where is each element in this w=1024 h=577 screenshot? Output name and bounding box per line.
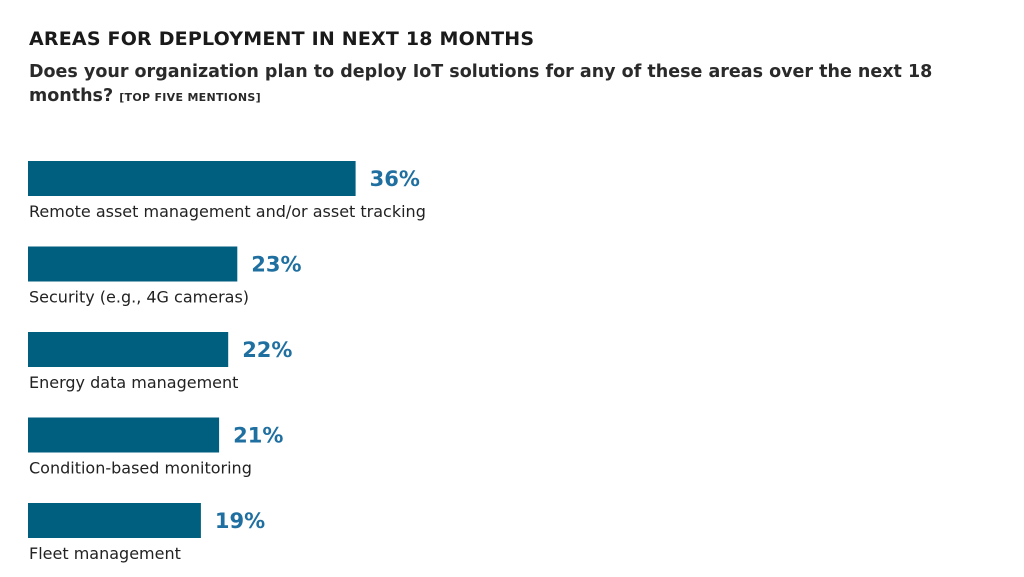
bar (28, 246, 238, 282)
category-label: Fleet management (29, 544, 181, 563)
value-label: 22% (242, 338, 292, 362)
value-label: 21% (233, 424, 283, 448)
chart-question: Does your organization plan to deploy Io… (29, 62, 933, 106)
bar (28, 417, 220, 453)
category-label: Condition-based monitoring (29, 459, 252, 478)
chart-subtitle: Does your organization plan to deploy Io… (29, 60, 1004, 110)
value-label: 36% (370, 167, 420, 191)
category-label: Security (e.g., 4G cameras) (29, 288, 249, 307)
category-label: Remote asset management and/or asset tra… (29, 202, 426, 221)
bars-group: 36% Remote asset management and/or asset … (28, 161, 426, 563)
bar (28, 161, 356, 196)
bar (28, 332, 229, 367)
chart-note: [TOP FIVE MENTIONS] (119, 91, 261, 104)
category-label: Energy data management (29, 373, 238, 392)
bar (28, 503, 201, 538)
value-label: 23% (251, 253, 301, 277)
value-label: 19% (215, 509, 265, 533)
chart-title: AREAS FOR DEPLOYMENT IN NEXT 18 MONTHS (29, 28, 535, 50)
